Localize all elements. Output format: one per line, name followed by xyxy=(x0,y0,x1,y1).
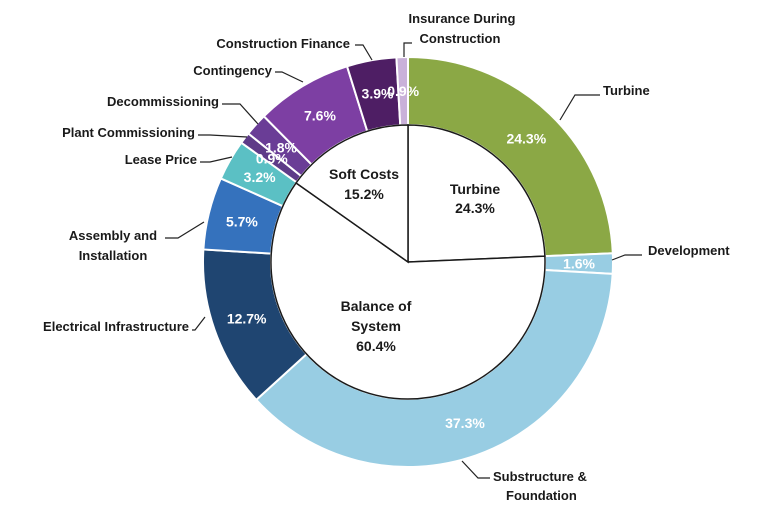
leader-development xyxy=(611,254,642,261)
inner-label-bos-name-2: System xyxy=(351,318,401,334)
leader-lease xyxy=(200,156,233,163)
segment-value-development: 1.6% xyxy=(563,255,595,271)
inner-label-bos-name-1: Balance of xyxy=(341,298,412,314)
segment-value-contingency: 7.6% xyxy=(304,107,336,123)
category-label-commissioning: Plant Commissioning xyxy=(62,125,195,140)
inner-slice-turbine xyxy=(407,124,546,263)
leader-assembly xyxy=(165,221,205,239)
leader-lines xyxy=(165,42,642,479)
category-label-lease: Lease Price xyxy=(125,152,197,167)
segment-value-construction-finance: 3.9% xyxy=(362,86,394,102)
segment-value-lease-price: 3.2% xyxy=(244,169,276,185)
category-label-insurance-1: Insurance During xyxy=(409,11,516,26)
category-label-development: Development xyxy=(648,243,730,258)
category-label-finance: Construction Finance xyxy=(216,36,350,51)
inner-label-bos-value: 60.4% xyxy=(356,338,396,354)
leader-decommissioning xyxy=(222,103,259,125)
category-label-assembly-2: Installation xyxy=(79,248,148,263)
inner-label-soft-value: 15.2% xyxy=(344,186,384,202)
inner-label-turbine-value: 24.3% xyxy=(455,200,495,216)
leader-insurance xyxy=(403,42,412,57)
category-label-contingency: Contingency xyxy=(193,63,272,78)
leader-turbine xyxy=(559,94,600,121)
segment-value-electrical-infrastructure: 12.7% xyxy=(227,311,267,327)
segment-value-substructure-foundation: 37.3% xyxy=(445,415,485,431)
category-label-assembly-1: Assembly and xyxy=(69,228,157,243)
category-label-substructure-1: Substructure & xyxy=(493,469,587,484)
category-label-decommissioning: Decommissioning xyxy=(107,94,219,109)
leader-substructure xyxy=(461,460,490,479)
leader-commissioning xyxy=(198,134,248,138)
segment-value-assembly-and-installation: 5.7% xyxy=(226,213,258,229)
inner-slice-soft-costs xyxy=(295,124,409,264)
category-label-turbine: Turbine xyxy=(603,83,650,98)
leader-electrical xyxy=(192,316,206,331)
segment-value-plant-commissioning: 0.9% xyxy=(256,151,288,167)
leader-contingency xyxy=(275,71,304,83)
inner-label-turbine-name: Turbine xyxy=(450,181,501,197)
inner-slice-balance-of-system xyxy=(270,181,546,400)
segment-value-turbine: 24.3% xyxy=(506,131,546,147)
segment-value-labels: 24.3%1.6%37.3%12.7%5.7%3.2%0.9%1.8%7.6%3… xyxy=(226,83,596,431)
segment-value-decommissioning: 1.8% xyxy=(265,139,297,155)
category-label-substructure-2: Foundation xyxy=(506,488,577,503)
inner-pie xyxy=(270,124,546,400)
inner-label-soft-name: Soft Costs xyxy=(329,166,399,182)
leader-finance xyxy=(355,44,373,61)
category-label-insurance-2: Construction xyxy=(420,31,501,46)
segment-value-insurance-during-construction: 0.9% xyxy=(387,83,419,99)
category-label-electrical: Electrical Infrastructure xyxy=(43,319,189,334)
